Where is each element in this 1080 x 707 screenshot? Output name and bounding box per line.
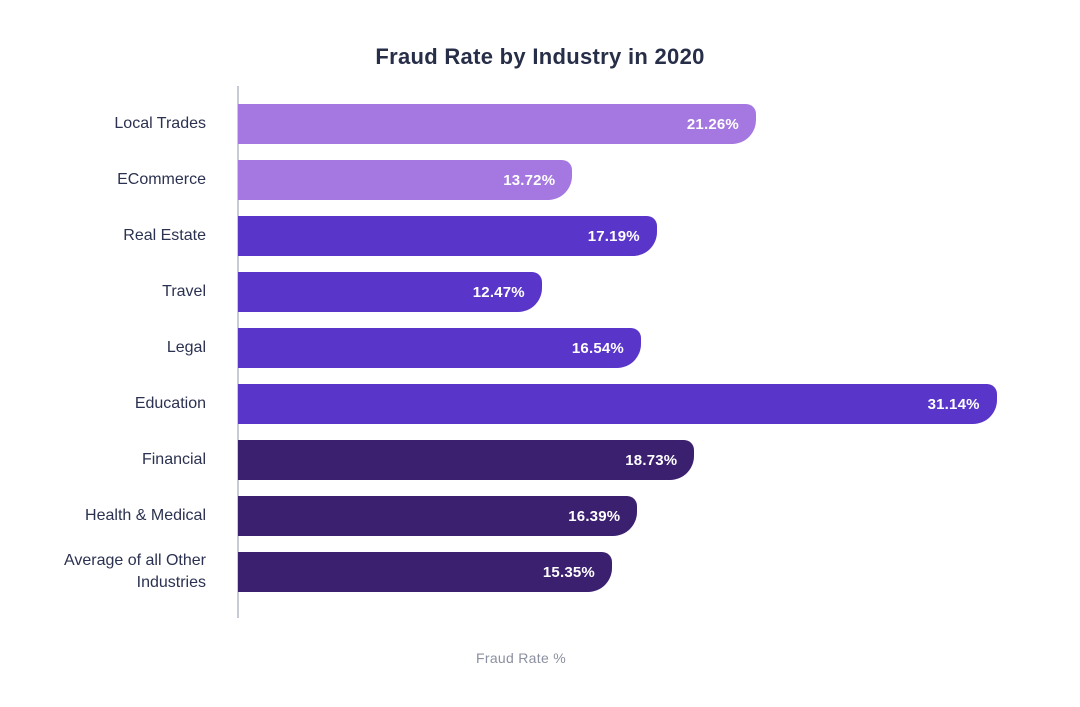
chart-row-education: Education 31.14% [0,376,1042,432]
category-label-average-of-all-other-industries: Average of all Other Industries [63,552,206,591]
bar-value-label: 17.19% [587,227,640,245]
bar-health-medical: 16.39% [238,496,638,536]
bar-value-label: 21.26% [686,115,739,133]
bar-value-label: 12.47% [472,283,525,301]
bar-ecommerce: 13.72% [238,160,573,200]
chart-rows: Local Trades 21.26% ECommerce 13.72% Real Es… [0,96,1042,600]
bar-track: 12.47% [238,272,1042,312]
bar-financial: 18.73% [238,440,695,480]
chart-row-local-trades: Local Trades 21.26% [0,96,1042,152]
bar-track: 18.73% [238,440,1042,480]
chart-row-ecommerce: ECommerce 13.72% [0,152,1042,208]
chart-row-health-medical: Health & Medical 16.39% [0,488,1042,544]
bar-value-label: 31.14% [927,395,980,413]
bar-education: 31.14% [238,384,997,424]
chart-row-financial: Financial 18.73% [0,432,1042,488]
bar-local-trades: 21.26% [238,104,756,144]
chart-row-real-estate: Real Estate 17.19% [0,208,1042,264]
bar-chart: Local Trades 21.26% ECommerce 13.72% Real Es… [0,86,1080,666]
bar-legal: 16.54% [238,328,641,368]
bar-travel: 12.47% [238,272,542,312]
category-label-financial: Financial [141,451,206,469]
category-label-real-estate: Real Estate [123,227,206,245]
fraud-rate-chart-page: Fraud Rate by Industry in 2020 Local Tra… [0,44,1080,666]
chart-title: Fraud Rate by Industry in 2020 [375,44,705,69]
bar-track: 17.19% [238,216,1042,256]
category-label-legal: Legal [166,339,206,357]
x-axis-label: Fraud Rate % [476,650,566,666]
chart-row-legal: Legal 16.54% [0,320,1042,376]
chart-row-average-of-all-other-industries: Average of all Other Industries 15.35% [0,544,1042,600]
bar-value-label: 16.54% [571,339,624,357]
bar-track: 15.35% [238,552,1042,592]
bar-track: 21.26% [238,104,1042,144]
bar-track: 16.54% [238,328,1042,368]
category-label-education: Education [134,395,206,413]
bar-value-label: 18.73% [625,451,678,469]
bar-real-estate: 17.19% [238,216,657,256]
bar-value-label: 13.72% [503,171,556,189]
chart-row-travel: Travel 12.47% [0,264,1042,320]
bar-track: 16.39% [238,496,1042,536]
category-label-ecommerce: ECommerce [117,171,206,189]
bar-value-label: 15.35% [542,563,595,581]
bar-track: 13.72% [238,160,1042,200]
category-label-health-medical: Health & Medical [85,507,206,525]
category-label-travel: Travel [162,283,206,301]
bar-average-of-all-other-industries: 15.35% [238,552,612,592]
bar-track: 31.14% [238,384,1042,424]
category-label-local-trades: Local Trades [114,115,206,133]
bar-value-label: 16.39% [568,507,621,525]
